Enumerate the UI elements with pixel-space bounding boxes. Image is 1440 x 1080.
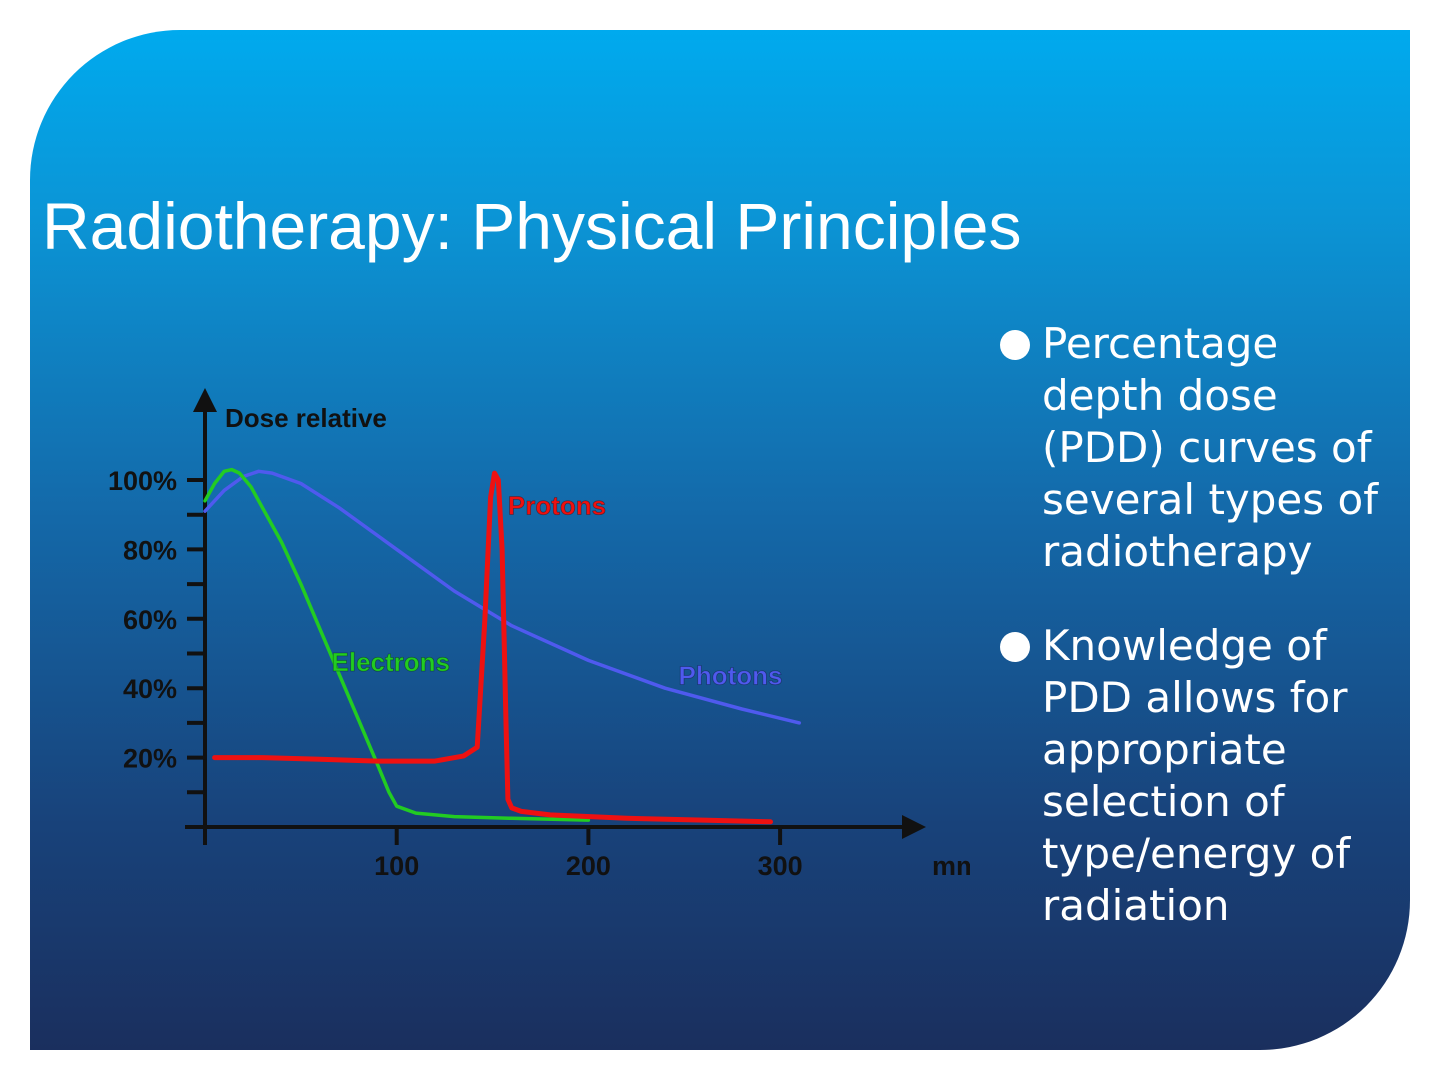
series-line-electrons	[203, 467, 591, 822]
y-tick-label: 100%	[108, 466, 177, 496]
slide-title: Radiotherapy: Physical Principles	[42, 189, 1022, 263]
x-tick-label: 100	[374, 851, 419, 881]
y-tick-label: 40%	[123, 674, 177, 704]
bullet-dot-icon	[1000, 330, 1030, 360]
slide-background: Radiotherapy: Physical Principles 20% 40%…	[30, 30, 1410, 1050]
pdd-chart: 20% 40% 60% 80% 100% 100 200 300 Dose relative mm…	[108, 388, 970, 881]
y-axis-title: Dose relative	[225, 403, 387, 433]
bullet-item-pdd-curves: Percentage depth dose (PDD) curves of se…	[1000, 318, 1400, 578]
x-axis-arrow-icon	[902, 815, 926, 839]
y-axis-arrow-icon	[193, 388, 217, 412]
bullet-list: Percentage depth dose (PDD) curves of se…	[1000, 318, 1400, 974]
bullet-text: Percentage depth dose (PDD) curves of se…	[1042, 319, 1378, 576]
bullet-item-pdd-knowledge: Knowledge of PDD allows for appropriate …	[1000, 620, 1400, 932]
y-tick-label: 20%	[123, 744, 177, 774]
series-label-electrons: Electrons	[332, 647, 451, 677]
series-label-photons: Photons	[678, 661, 782, 691]
series-line-photons	[203, 469, 802, 725]
series-label-protons: Protons	[508, 491, 606, 521]
y-tick-label: 60%	[123, 605, 177, 635]
bullet-dot-icon	[1000, 632, 1030, 662]
x-axis-title: mm	[932, 851, 970, 881]
x-tick-label: 300	[758, 851, 803, 881]
x-tick-label: 200	[566, 851, 611, 881]
series-line-protons	[212, 470, 773, 825]
bullet-text: Knowledge of PDD allows for appropriate …	[1042, 621, 1351, 930]
y-tick-label: 80%	[123, 535, 177, 565]
